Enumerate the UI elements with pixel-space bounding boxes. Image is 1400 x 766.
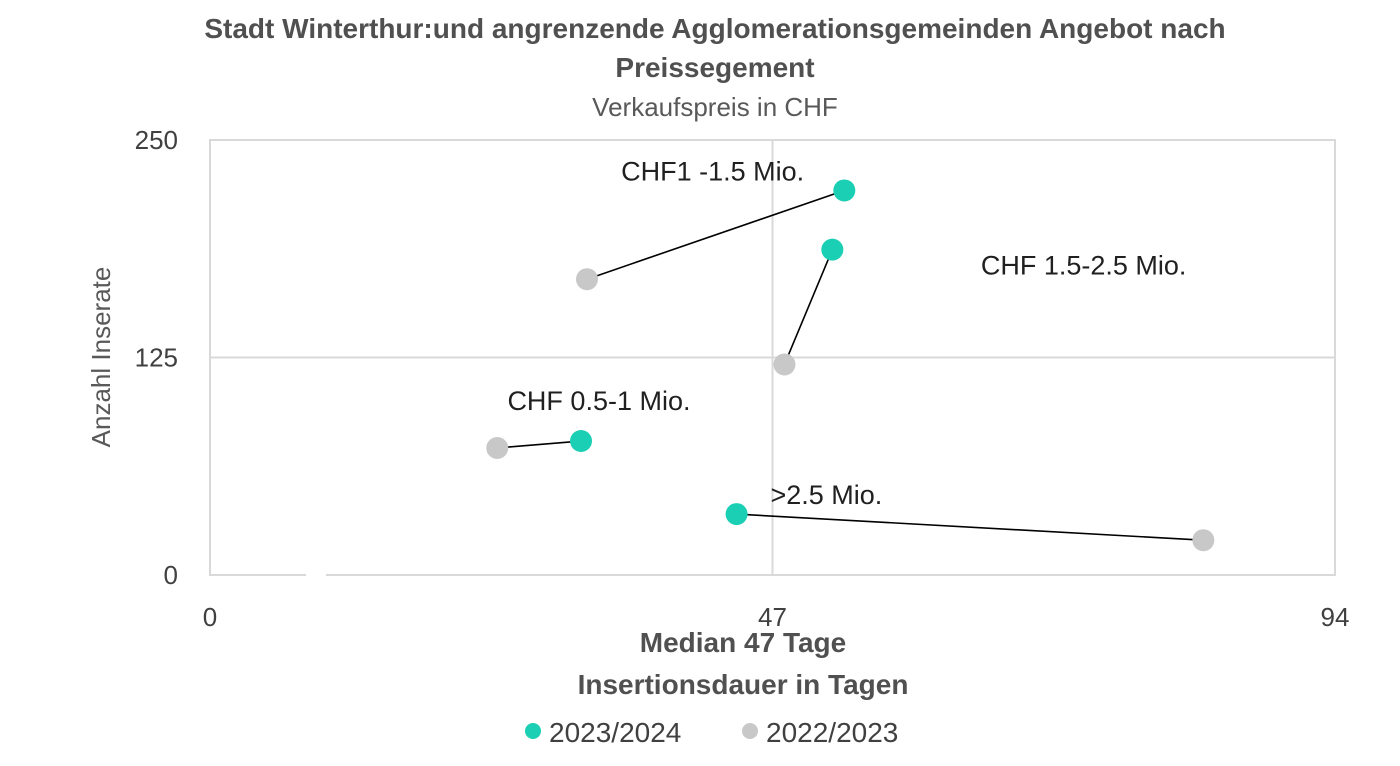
- y-axis-title: Anzahl Inserate: [86, 267, 116, 448]
- point-2023-2024: [833, 179, 856, 202]
- segment-label: CHF 1.5-2.5 Mio.: [981, 250, 1187, 280]
- plot-marks: 0 47 94 0 125 250 CHF1 -1.5 Mio. CHF 1.5-2.5 Mi…: [135, 125, 1350, 632]
- connector-line: [497, 440, 582, 449]
- x-tick-label: 47: [758, 602, 787, 632]
- segment-label: CHF1 -1.5 Mio.: [621, 156, 804, 186]
- segment-label: CHF 0.5-1 Mio.: [507, 386, 690, 416]
- y-tick-label: 125: [135, 343, 178, 373]
- point-2023-2024: [570, 430, 593, 453]
- x-axis-gap: [306, 572, 326, 578]
- legend-label-2022-2023: 2022/2023: [766, 717, 898, 748]
- connector-line: [783, 249, 834, 365]
- x-axis-title-line-1: Median 47 Tage: [640, 627, 846, 658]
- point-2023-2024: [821, 238, 844, 261]
- chart-subtitle: Verkaufspreis in CHF: [592, 92, 838, 122]
- x-tick-label: 94: [1321, 602, 1350, 632]
- x-tick-label: 0: [203, 602, 217, 632]
- legend-label-2023-2024: 2023/2024: [549, 717, 681, 748]
- point-2022-2023: [773, 353, 796, 376]
- connector-line: [736, 513, 1204, 541]
- chart-title-line-1: Stadt Winterthur:und angrenzende Agglome…: [204, 13, 1225, 44]
- point-2023-2024: [725, 503, 748, 526]
- legend: 2023/2024 2022/2023: [525, 717, 898, 748]
- point-2022-2023: [1192, 529, 1215, 552]
- legend-marker-2023-2024: [525, 723, 541, 739]
- y-tick-label: 0: [164, 560, 178, 590]
- point-2022-2023: [486, 436, 509, 459]
- legend-marker-2022-2023: [742, 723, 758, 739]
- connector-line: [586, 189, 845, 280]
- segment-label: >2.5 Mio.: [770, 480, 882, 510]
- chart-title-line-2: Preissegement: [615, 52, 814, 83]
- x-axis-title-line-2: Insertionsdauer in Tagen: [578, 669, 909, 700]
- point-2022-2023: [575, 268, 598, 291]
- y-tick-label: 250: [135, 125, 178, 155]
